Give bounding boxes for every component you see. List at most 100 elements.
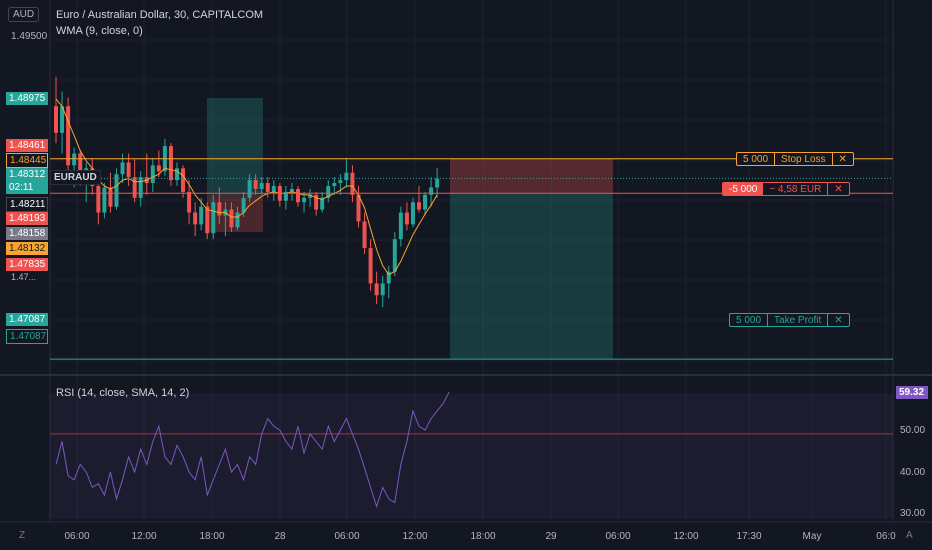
price-label-take-profit: 1.47087 <box>6 313 48 326</box>
candle-body <box>296 188 300 203</box>
candle-body <box>241 197 246 213</box>
candle-body <box>283 191 288 201</box>
candle-body <box>308 194 313 198</box>
currency-badge[interactable]: AUD <box>8 7 40 22</box>
candle-body <box>102 187 107 213</box>
take-profit-label[interactable]: Take Profit <box>774 314 822 326</box>
candle-body <box>138 177 143 198</box>
candle-body <box>344 172 349 181</box>
auto-scale-toggle[interactable]: A <box>906 530 913 541</box>
price-label-low: 1.47835 <box>6 258 48 271</box>
stop-loss-order[interactable]: 5 000 Stop Loss ✕ <box>736 152 854 166</box>
rsi-tick-30: 30.00 <box>900 508 926 519</box>
candle-body <box>181 168 186 192</box>
candle-body <box>247 180 252 198</box>
candle-body <box>320 197 325 210</box>
candle-body <box>229 209 234 228</box>
candle-body <box>314 194 319 210</box>
candle-body <box>193 212 198 225</box>
candle-body <box>205 206 210 234</box>
candle-body <box>362 221 367 248</box>
candle-body <box>271 186 276 192</box>
rsi-tick-40: 40.00 <box>900 467 926 478</box>
countdown-label: 02:11 <box>6 181 48 194</box>
candle-body <box>398 212 403 240</box>
candle-body <box>78 153 83 181</box>
candle-body <box>253 180 258 189</box>
x-tick: 12:00 <box>131 531 157 542</box>
candle-body <box>60 106 65 133</box>
candle-body <box>417 202 421 210</box>
price-label: 1.48193 <box>6 212 48 225</box>
candle-body <box>150 165 155 184</box>
candle-body <box>66 106 71 166</box>
symbol-tag: EURAUD <box>50 170 101 185</box>
candle-body <box>435 178 440 188</box>
position-qty[interactable]: -5 000 <box>723 183 764 195</box>
candle-body <box>374 283 379 296</box>
rsi-line <box>55 391 450 509</box>
candle-body <box>302 197 307 203</box>
position-close-icon[interactable]: ✕ <box>827 183 848 195</box>
rsi-value-label: 59.32 <box>896 386 928 399</box>
take-profit-qty[interactable]: 5 000 <box>730 314 769 326</box>
candle-body <box>326 186 331 198</box>
price-label-stop-loss: 1.48445 <box>6 153 48 168</box>
price-label-take-profit-alt: 1.47087 <box>6 329 48 344</box>
candle-body <box>259 183 264 189</box>
chart-title: Euro / Australian Dollar, 30, CAPITALCOM <box>56 9 264 21</box>
price-label: 1.48158 <box>6 227 48 240</box>
stop-loss-close-icon[interactable]: ✕ <box>831 153 853 165</box>
candle-body <box>338 180 343 184</box>
candle-body <box>392 239 397 272</box>
rsi-band <box>50 393 893 519</box>
x-tick: 06:0 <box>876 531 896 542</box>
x-tick: 28 <box>274 531 286 542</box>
wma-line <box>55 98 438 276</box>
candle-body <box>72 153 77 166</box>
x-tick: 17:30 <box>736 531 762 542</box>
rsi-title[interactable]: RSI (14, close, SMA, 14, 2) <box>56 387 190 399</box>
candle-body <box>175 168 179 181</box>
candle-body <box>386 271 391 284</box>
indicator-label[interactable]: WMA (9, close, 0) <box>56 25 143 37</box>
x-tick: 29 <box>545 531 557 542</box>
candle-body <box>187 191 192 213</box>
candle-body <box>168 146 173 181</box>
stop-loss-qty[interactable]: 5 000 <box>737 153 776 165</box>
timezone-toggle[interactable]: Z <box>19 530 26 541</box>
candle-body <box>410 202 415 225</box>
price-label-high: 1.48975 <box>6 92 48 105</box>
candle-body <box>108 187 113 207</box>
candle-body <box>380 283 385 296</box>
candle-body <box>54 106 58 133</box>
candle-body <box>120 162 125 175</box>
reward-zone <box>450 193 613 360</box>
x-tick: 06:00 <box>334 531 360 542</box>
candle-body <box>199 206 204 225</box>
risk-zone <box>450 158 613 194</box>
position-order[interactable]: -5 000 − 4,58 EUR ✕ <box>722 182 850 196</box>
candle-body <box>368 248 373 284</box>
candle-body <box>350 172 355 195</box>
stop-loss-label[interactable]: Stop Loss <box>781 153 826 165</box>
price-tick: 1.47... <box>11 272 37 282</box>
x-tick: May <box>802 531 822 542</box>
take-profit-order[interactable]: 5 000 Take Profit ✕ <box>729 313 850 327</box>
candle-body <box>429 187 434 195</box>
price-label-entry: 1.48211 <box>6 197 48 212</box>
x-tick: 06:00 <box>605 531 631 542</box>
candle-body <box>126 162 131 178</box>
price-label-wma: 1.48132 <box>6 242 48 255</box>
price-label-last: 1.48312 <box>6 168 48 181</box>
candle-body <box>96 186 101 213</box>
take-profit-close-icon[interactable]: ✕ <box>827 314 848 326</box>
x-tick: 06:00 <box>64 531 90 542</box>
candle-body <box>332 183 337 186</box>
candle-body <box>404 212 409 225</box>
candle-body <box>217 202 222 216</box>
candle-body <box>423 194 428 210</box>
candle-body <box>211 202 216 234</box>
candle-body <box>132 177 137 198</box>
